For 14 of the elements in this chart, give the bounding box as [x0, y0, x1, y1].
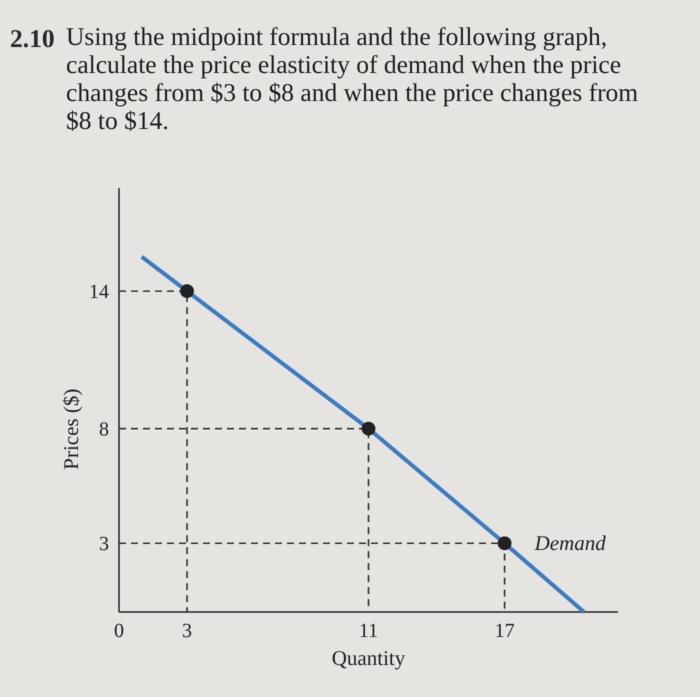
y-tick-label: 8: [99, 418, 109, 441]
x-tick-label: 11: [358, 620, 378, 642]
x-tick-label: 3: [182, 620, 192, 642]
chart-title: 2.10 Using the midpoint formula and the following graph, calculate the price elasticity of demand when the price changes from $3 to $8 and when the price changes from $8 to $14.: [10, 22, 638, 135]
point: [362, 422, 376, 436]
x-tick-label: 17: [494, 620, 515, 642]
y-tick-label: 3: [99, 533, 109, 556]
series-label: Demand: [534, 531, 606, 556]
y-axis-title: Prices ($): [59, 388, 83, 470]
y-tick-label: 14: [89, 281, 109, 304]
point: [180, 284, 194, 298]
point: [498, 536, 512, 550]
x-axis-title: Quantity: [332, 646, 406, 670]
x-tick-label: 0: [114, 620, 124, 642]
